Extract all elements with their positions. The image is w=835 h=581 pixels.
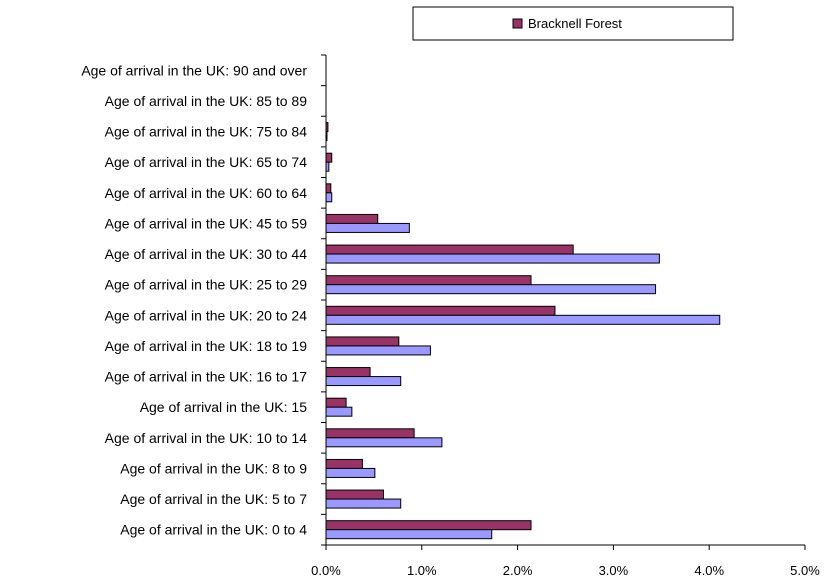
- x-tick-label: 3.0%: [599, 563, 629, 578]
- x-tick-label: 5.0%: [790, 563, 820, 578]
- x-tick-label: 0.0%: [311, 563, 341, 578]
- category-label: Age of arrival in the UK: 15: [140, 399, 308, 415]
- x-tick-label: 1.0%: [407, 563, 437, 578]
- bar-series-1: [325, 222, 410, 233]
- bar-series-0: [325, 152, 333, 163]
- category-label: Age of arrival in the UK: 65 to 74: [105, 154, 308, 170]
- legend-box: [412, 6, 734, 41]
- category-label: Age of arrival in the UK: 8 to 9: [120, 460, 307, 476]
- category-labels: Age of arrival in the UK: 0 to 4 Age of a…: [81, 62, 307, 537]
- bar-series-1: [325, 529, 493, 540]
- bar-series-1: [325, 284, 657, 295]
- bars: [325, 122, 721, 540]
- category-label: Age of arrival in the UK: 90 and over: [81, 62, 307, 78]
- bar-series-1: [325, 437, 443, 448]
- category-label: Age of arrival in the UK: 45 to 59: [105, 215, 308, 231]
- legend: Bracknell Forest: [412, 6, 734, 41]
- category-label: Age of arrival in the UK: 18 to 19: [105, 338, 308, 354]
- category-label: Age of arrival in the UK: 30 to 44: [105, 246, 308, 262]
- category-label: Age of arrival in the UK: 0 to 4: [120, 522, 307, 538]
- bar-series-1: [325, 192, 333, 203]
- bar-series-1: [325, 376, 402, 387]
- bar-series-0: [325, 336, 400, 347]
- bar-series-0: [325, 213, 379, 224]
- category-label: Age of arrival in the UK: 10 to 14: [105, 430, 308, 446]
- bar-series-1: [325, 467, 376, 478]
- category-label: Age of arrival in the UK: 60 to 64: [105, 185, 308, 201]
- legend-swatch-bracknell-forest: [512, 18, 523, 29]
- bar-series-1: [325, 314, 721, 325]
- bar-series-0: [325, 183, 332, 194]
- x-tick-label: 4.0%: [694, 563, 724, 578]
- category-label: Age of arrival in the UK: 5 to 7: [120, 491, 307, 507]
- bar-series-0: [325, 397, 347, 408]
- x-tick-labels: 0.0% 1.0% 2.0% 3.0% 4.0% 5.0%: [311, 563, 820, 578]
- bar-series-0: [325, 275, 532, 286]
- bar-series-1: [325, 253, 660, 264]
- bar-series-0: [325, 367, 371, 378]
- bar-series-0: [325, 428, 415, 439]
- category-label: Age of arrival in the UK: 20 to 24: [105, 307, 308, 323]
- bar-series-0: [325, 305, 556, 316]
- category-label: Age of arrival in the UK: 16 to 17: [105, 369, 308, 385]
- legend-label-bracknell-forest: Bracknell Forest: [528, 16, 622, 31]
- axes: [321, 54, 806, 550]
- bar-series-0: [325, 244, 574, 255]
- bar-series-1: [325, 345, 431, 356]
- bar-series-1: [325, 406, 353, 417]
- bar-series-0: [325, 458, 363, 469]
- bar-series-1: [325, 498, 402, 509]
- category-label: Age of arrival in the UK: 85 to 89: [105, 93, 308, 109]
- category-label: Age of arrival in the UK: 25 to 29: [105, 277, 308, 293]
- bar-series-0: [325, 520, 532, 531]
- bar-series-0: [325, 489, 384, 500]
- x-tick-label: 2.0%: [503, 563, 533, 578]
- category-label: Age of arrival in the UK: 75 to 84: [105, 124, 308, 140]
